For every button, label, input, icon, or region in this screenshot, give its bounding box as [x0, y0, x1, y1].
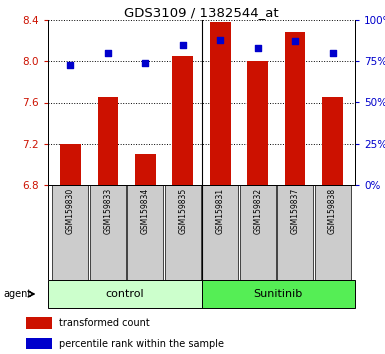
Point: [105, 50, 111, 56]
Bar: [26, 338, 52, 349]
Bar: [315, 185, 350, 280]
Point: [180, 42, 186, 47]
Bar: [202, 185, 238, 280]
Bar: [26, 317, 52, 329]
Point: [254, 45, 261, 51]
Point: [217, 37, 223, 42]
Text: GSM159832: GSM159832: [253, 188, 262, 234]
Bar: [60, 144, 81, 185]
Title: GDS3109 / 1382544_at: GDS3109 / 1382544_at: [124, 6, 279, 19]
Bar: [210, 22, 231, 185]
Text: GSM159835: GSM159835: [178, 188, 187, 234]
Point: [142, 60, 149, 66]
Text: GSM159831: GSM159831: [216, 188, 225, 234]
Bar: [240, 185, 276, 280]
Bar: [90, 185, 126, 280]
Bar: [165, 185, 201, 280]
Point: [292, 39, 298, 44]
Bar: [285, 32, 305, 185]
Bar: [98, 97, 118, 185]
Text: control: control: [105, 289, 144, 299]
Text: GSM159838: GSM159838: [328, 188, 337, 234]
Text: percentile rank within the sample: percentile rank within the sample: [59, 339, 224, 349]
Point: [67, 62, 74, 67]
Text: GSM159834: GSM159834: [141, 188, 150, 234]
Bar: [135, 154, 156, 185]
Text: Sunitinib: Sunitinib: [254, 289, 303, 299]
Text: GSM159830: GSM159830: [66, 188, 75, 234]
Bar: [201, 280, 355, 308]
Text: transformed count: transformed count: [59, 318, 149, 328]
Point: [330, 50, 336, 56]
Bar: [248, 61, 268, 185]
Text: agent: agent: [4, 289, 32, 299]
Bar: [277, 185, 313, 280]
Bar: [52, 185, 89, 280]
Bar: [172, 56, 193, 185]
Text: GSM159837: GSM159837: [291, 188, 300, 234]
Bar: [322, 97, 343, 185]
Bar: [127, 185, 163, 280]
Bar: [48, 280, 201, 308]
Text: GSM159833: GSM159833: [104, 188, 112, 234]
